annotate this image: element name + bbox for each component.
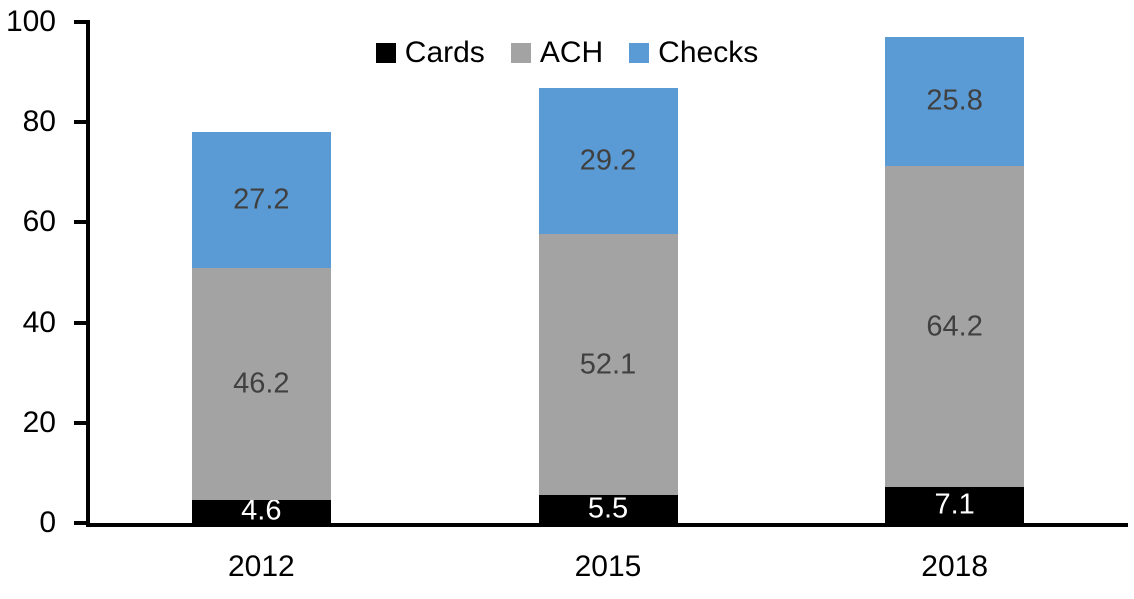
bar-segment-checks-2012: 27.2 bbox=[191, 132, 331, 269]
y-tick-label: 80 bbox=[22, 105, 56, 139]
bar-segment-ach-2012: 46.2 bbox=[191, 268, 331, 500]
x-axis-label-2015: 2015 bbox=[574, 550, 642, 583]
legend-label-checks: Checks bbox=[658, 36, 759, 69]
bar-value-label: 64.2 bbox=[926, 310, 983, 343]
bar-segment-ach-2015: 52.1 bbox=[538, 234, 678, 496]
legend-swatch-cards bbox=[375, 43, 396, 63]
bar-segment-cards-2018: 7.1 bbox=[885, 487, 1025, 523]
bar-value-label: 46.2 bbox=[233, 367, 290, 400]
x-axis-line bbox=[86, 523, 1128, 527]
legend-swatch-checks bbox=[629, 43, 650, 63]
bar-segment-cards-2012: 4.6 bbox=[191, 494, 331, 527]
bar-value-label: 29.2 bbox=[579, 144, 637, 177]
bar-value-label: 27.2 bbox=[233, 183, 290, 216]
y-tick-mark bbox=[74, 120, 86, 125]
legend-item-ach: ACH bbox=[510, 36, 604, 69]
legend-swatch-ach bbox=[510, 43, 531, 63]
legend-item-checks: Checks bbox=[629, 38, 758, 68]
chart-legend: Cards ACH Checks bbox=[0, 38, 1134, 68]
y-tick-label: 0 bbox=[39, 506, 56, 539]
legend-label-ach: ACH bbox=[539, 36, 604, 69]
x-axis-label-2018: 2018 bbox=[921, 550, 989, 583]
y-tick-mark bbox=[74, 220, 86, 225]
bar-segment-cards-2015: 5.5 bbox=[538, 492, 678, 525]
bar-value-label: 4.6 bbox=[241, 494, 282, 527]
legend-label-cards: Cards bbox=[404, 36, 485, 69]
bar-value-label: 7.1 bbox=[934, 488, 975, 521]
bar-value-label: 5.5 bbox=[587, 492, 629, 525]
bar-segment-checks-2015: 29.2 bbox=[538, 88, 678, 235]
y-tick-label: 60 bbox=[22, 205, 56, 239]
bar-segment-ach-2018: 64.2 bbox=[885, 165, 1025, 488]
y-tick-label: 40 bbox=[22, 305, 56, 339]
y-tick-mark bbox=[74, 320, 86, 325]
bar-value-label: 52.1 bbox=[579, 348, 637, 381]
y-tick-mark bbox=[74, 420, 86, 425]
bar-segment-checks-2018: 25.8 bbox=[885, 36, 1025, 166]
y-tick-mark bbox=[74, 20, 86, 24]
bar-value-label: 25.8 bbox=[926, 84, 983, 117]
y-tick-mark bbox=[74, 521, 86, 525]
y-tick-label: 100 bbox=[5, 5, 56, 38]
legend-item-cards: Cards bbox=[375, 36, 485, 69]
x-axis-label-2012: 2012 bbox=[227, 550, 295, 583]
y-axis-line bbox=[86, 20, 90, 527]
y-tick-label: 20 bbox=[22, 405, 56, 439]
